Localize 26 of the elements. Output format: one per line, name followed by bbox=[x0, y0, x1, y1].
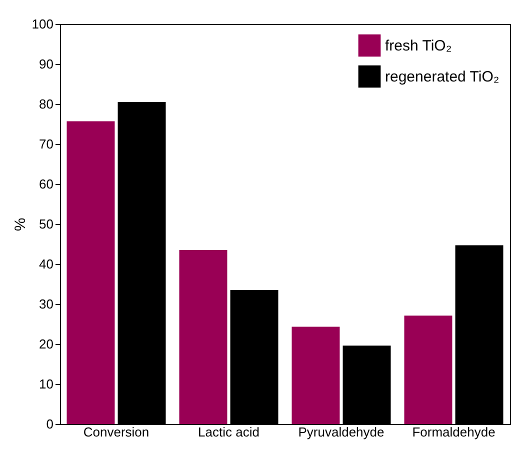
x-tick-label: Pyruvaldehyde bbox=[298, 424, 384, 440]
y-tick-label: 30 bbox=[39, 296, 54, 312]
bar bbox=[292, 326, 340, 424]
y-tick-label: 0 bbox=[46, 416, 54, 432]
x-tick-label: Formaldehyde bbox=[412, 424, 496, 440]
legend-label: regenerated TiO₂ bbox=[385, 68, 500, 86]
bar bbox=[230, 290, 278, 424]
bar bbox=[179, 250, 228, 424]
y-tick-label: 50 bbox=[39, 216, 54, 232]
bar bbox=[66, 121, 115, 424]
legend-label: fresh TiO₂ bbox=[385, 38, 452, 54]
x-tick-label: Lactic acid bbox=[198, 424, 260, 440]
y-axis-title: % bbox=[12, 218, 29, 232]
bar bbox=[404, 316, 452, 424]
y-tick-label: 40 bbox=[39, 256, 54, 272]
y-tick-label: 80 bbox=[39, 96, 54, 112]
bar bbox=[455, 245, 504, 424]
y-tick-label: 90 bbox=[39, 56, 54, 72]
y-tick-label: 20 bbox=[39, 336, 54, 352]
x-tick-label: Conversion bbox=[83, 424, 150, 440]
y-tick-label: 70 bbox=[39, 136, 54, 152]
y-tick-label: 10 bbox=[39, 376, 54, 392]
bar bbox=[118, 102, 166, 424]
y-tick-label: 100 bbox=[32, 16, 54, 32]
bar bbox=[342, 346, 391, 424]
y-tick-label: 60 bbox=[39, 176, 54, 192]
